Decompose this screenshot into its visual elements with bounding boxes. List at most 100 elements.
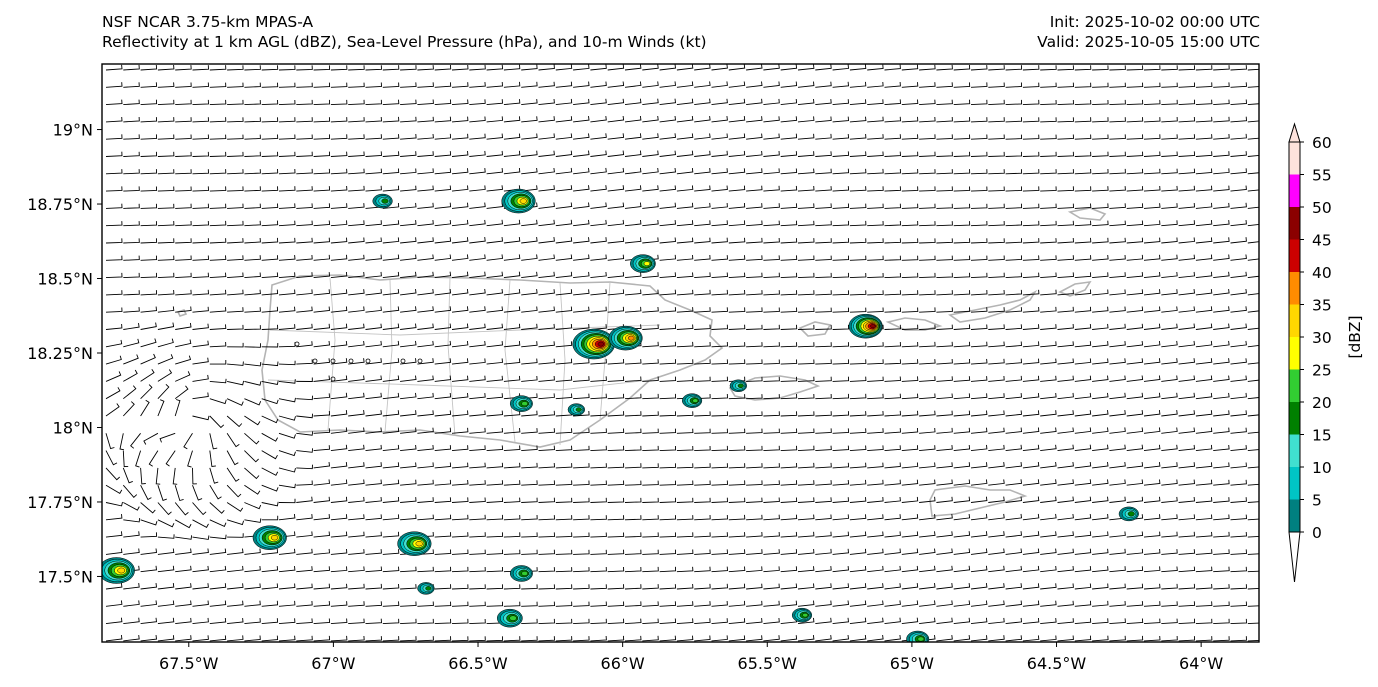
wind-barb <box>607 463 625 469</box>
wind-barb <box>521 532 538 538</box>
wind-barb <box>867 531 884 538</box>
wind-barb <box>417 566 434 573</box>
wind-barb <box>382 340 400 348</box>
wind-barb <box>123 272 140 279</box>
wind-barb <box>538 341 555 348</box>
wind-barb <box>676 566 694 573</box>
wind-barb <box>261 255 279 261</box>
wind-barb <box>400 584 417 590</box>
wind-barb <box>763 116 780 123</box>
wind-barb <box>140 565 158 573</box>
wind-barb <box>1126 82 1144 88</box>
wind-barb <box>348 168 365 175</box>
wind-barb <box>1074 82 1092 88</box>
wind-barb <box>140 467 146 485</box>
wind-barb <box>434 185 452 192</box>
wind-barb <box>1092 513 1109 521</box>
wind-barb <box>1247 327 1259 330</box>
wind-barb <box>469 323 486 330</box>
wind-barb <box>417 323 434 330</box>
wind-barb <box>1161 549 1178 555</box>
wind-barb <box>122 401 135 417</box>
wind-barb <box>1143 358 1161 365</box>
wind-barb <box>763 411 780 417</box>
wind-barb <box>400 202 417 209</box>
wind-barb <box>382 237 400 244</box>
wind-barb <box>244 343 261 348</box>
wind-barb <box>797 480 815 486</box>
wind-barb <box>988 513 1005 521</box>
wind-barb <box>919 479 936 486</box>
wind-barb <box>676 341 694 348</box>
wind-barb <box>175 203 192 209</box>
wind-barb <box>936 186 953 192</box>
wind-barb <box>659 167 677 175</box>
wind-barb <box>157 255 175 261</box>
wind-barb <box>936 116 953 123</box>
wind-barb <box>573 549 590 555</box>
wind-barb <box>607 584 625 590</box>
wind-barb <box>676 150 694 157</box>
wind-barb <box>417 168 434 175</box>
wind-barb <box>1213 82 1230 88</box>
wind-barb <box>1074 220 1092 227</box>
wind-barb <box>451 219 469 227</box>
wind-barb <box>746 255 763 261</box>
wind-barb <box>728 497 746 503</box>
wind-barb <box>676 532 694 538</box>
wind-barb <box>105 272 123 279</box>
wind-barb <box>624 237 642 244</box>
wind-barb <box>953 117 971 123</box>
wind-barb <box>832 290 850 296</box>
wind-barb <box>1126 237 1144 244</box>
wind-barb <box>434 288 452 296</box>
wind-barb <box>365 636 382 642</box>
wind-barb <box>175 371 191 382</box>
wind-barb <box>122 484 138 498</box>
wind-barb <box>867 99 884 106</box>
wind-barb <box>970 99 988 106</box>
wind-barb <box>867 617 884 625</box>
wind-barb <box>1022 324 1040 330</box>
wind-barb <box>296 600 313 607</box>
wind-barb <box>1109 583 1126 590</box>
wind-barb <box>849 290 867 296</box>
wind-barb <box>694 133 711 140</box>
wind-barb <box>192 272 209 279</box>
wind-barb <box>1092 479 1109 486</box>
wind-barb <box>1195 358 1213 365</box>
wind-barb <box>105 134 123 140</box>
wind-barb <box>1213 392 1230 400</box>
wind-barb <box>382 601 400 607</box>
wind-barb <box>763 64 780 71</box>
wind-barb <box>1213 618 1230 625</box>
wind-barb <box>919 393 936 400</box>
wind-barb <box>521 219 538 227</box>
wind-barb <box>901 617 919 625</box>
wind-barb <box>1126 358 1144 365</box>
wind-barb <box>988 307 1005 313</box>
wind-barb <box>832 133 850 140</box>
wind-barb <box>451 168 469 175</box>
wind-barb <box>728 532 746 538</box>
wind-barb <box>469 99 486 106</box>
wind-barb <box>486 168 503 175</box>
wind-barb <box>365 566 382 573</box>
wind-barb <box>953 99 971 106</box>
wind-barb <box>1161 375 1178 382</box>
wind-barb <box>1161 82 1178 88</box>
wind-barb <box>970 238 988 244</box>
wind-barb <box>175 65 192 71</box>
wind-barb <box>382 392 400 400</box>
wind-barb <box>711 341 728 348</box>
wind-barb <box>330 82 348 88</box>
wind-barb <box>140 290 158 296</box>
wind-barb <box>261 415 279 424</box>
wind-barb <box>642 115 659 123</box>
wind-barb <box>209 289 227 296</box>
wind-barb <box>849 617 867 625</box>
wind-barb <box>1178 82 1196 88</box>
wind-barb <box>192 220 209 227</box>
wind-barb <box>175 169 192 175</box>
wind-barb <box>1109 444 1126 452</box>
